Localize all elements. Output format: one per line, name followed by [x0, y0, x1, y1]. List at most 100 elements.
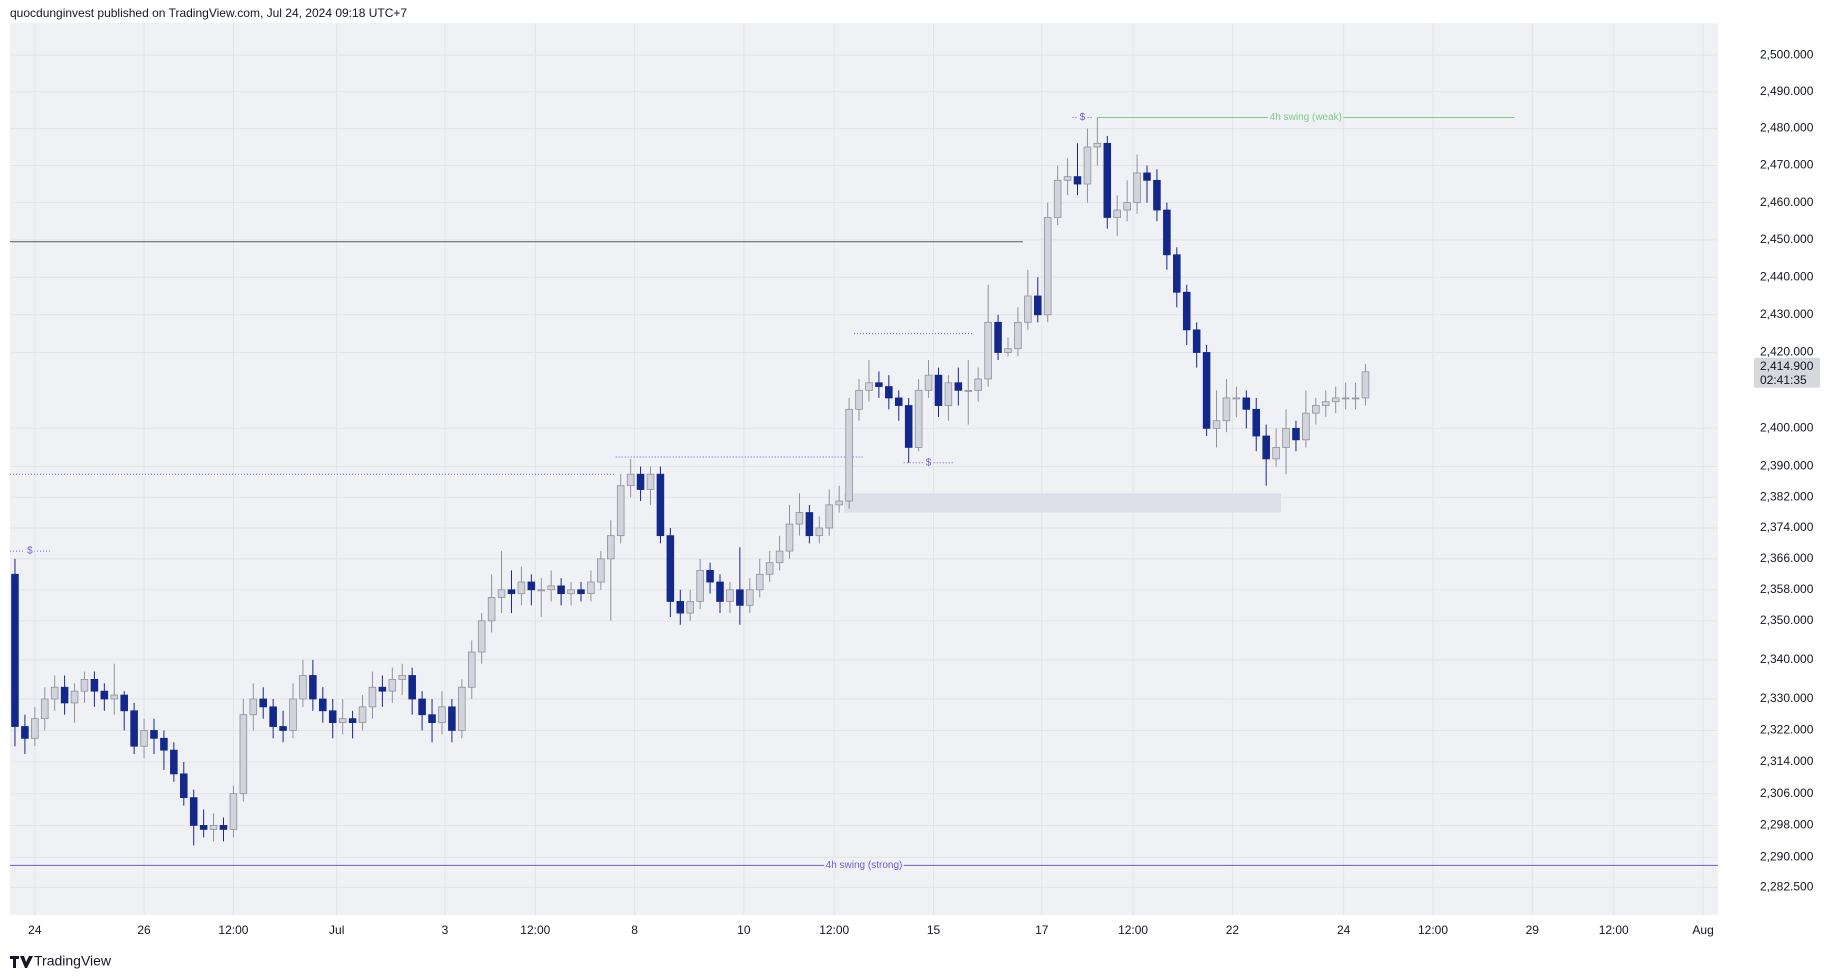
candle-body	[607, 535, 615, 560]
y-tick-label: 2,314.000	[1760, 754, 1814, 768]
candle-body	[1202, 352, 1211, 429]
x-tick-label: 15	[927, 923, 941, 937]
candle-body	[11, 573, 19, 727]
candle-body	[21, 726, 29, 739]
y-tick-label: 2,500.000	[1760, 47, 1814, 61]
candle-body	[736, 589, 744, 606]
candle-body	[1302, 412, 1310, 441]
candle-body	[418, 698, 426, 716]
candle-body	[398, 675, 407, 680]
y-tick-label: 2,400.000	[1760, 421, 1814, 435]
candle-body	[716, 581, 724, 602]
y-tick-label: 2,420.000	[1760, 345, 1814, 359]
candle-body	[189, 797, 198, 826]
header: quocdunginvest published on TradingView.…	[10, 6, 407, 20]
candle-body	[755, 573, 764, 591]
candle-body	[497, 589, 506, 598]
x-tick-label: 24	[1337, 923, 1351, 937]
level-label: 4h swing (strong)	[826, 860, 903, 871]
candle-body	[676, 601, 685, 614]
y-tick-label: 2,390.000	[1760, 459, 1814, 473]
candle-body	[885, 386, 893, 399]
candle-body	[458, 686, 466, 731]
candle-body	[1361, 371, 1370, 399]
x-tick-label: 26	[137, 923, 151, 937]
candle-body	[785, 523, 794, 552]
candle-body	[587, 581, 595, 595]
candle-body	[269, 706, 277, 727]
candle-body	[319, 698, 327, 712]
x-tick-label: 12:00	[1418, 923, 1448, 937]
candle-body	[1331, 397, 1340, 403]
candle-body	[825, 504, 834, 529]
y-tick-label: 2,440.000	[1760, 269, 1814, 283]
y-tick-label: 2,470.000	[1760, 158, 1814, 172]
y-tick-label: 2,374.000	[1760, 520, 1814, 534]
y-tick-label: 2,460.000	[1760, 195, 1814, 209]
candle-body	[467, 651, 476, 688]
candle-body	[140, 730, 148, 747]
x-tick-label: 12:00	[819, 923, 849, 937]
candle-body	[1123, 202, 1131, 211]
candle-body	[160, 737, 168, 751]
y-tick-label: 2,290.000	[1760, 849, 1814, 863]
candle-body	[80, 679, 89, 692]
candle-body	[408, 675, 416, 700]
candle-body	[60, 686, 69, 704]
candle-body	[1312, 405, 1320, 414]
x-tick-label: Jul	[329, 923, 344, 937]
candle-body	[90, 679, 99, 692]
candle-body	[100, 690, 109, 700]
candle-body	[865, 382, 873, 391]
candle-body	[597, 558, 605, 583]
candle-body	[299, 675, 307, 700]
candle-body	[1103, 142, 1112, 218]
candle-body	[477, 620, 486, 653]
x-tick-label: 12:00	[520, 923, 550, 937]
last-price: 2,414.900	[1760, 359, 1814, 373]
candle-body	[428, 714, 436, 723]
candle-body	[696, 570, 704, 602]
candle-body	[130, 710, 138, 747]
candle-body	[1282, 427, 1290, 448]
candle-body	[1053, 179, 1062, 218]
candle-body	[1173, 254, 1181, 293]
candle-body	[934, 374, 943, 406]
candle-body	[1341, 397, 1350, 400]
x-tick-label: 22	[1226, 923, 1240, 937]
candle-body	[636, 473, 645, 490]
candle-body	[338, 718, 347, 723]
y-tick-label: 2,330.000	[1760, 691, 1814, 705]
candle-body	[904, 405, 913, 448]
candle-body	[1262, 435, 1270, 460]
candle-body	[328, 710, 337, 723]
candle-body	[249, 698, 258, 716]
candle-body	[1143, 172, 1151, 181]
candle-body	[507, 589, 516, 595]
level-label: 4h swing (weak)	[1270, 112, 1342, 123]
candle-body	[686, 601, 694, 614]
candle-body	[309, 675, 317, 700]
candle-body	[924, 374, 933, 391]
candle-body	[527, 581, 536, 591]
candle-body	[70, 690, 79, 704]
candle-body	[180, 773, 188, 799]
candle-body	[894, 397, 903, 406]
candle-body	[1024, 295, 1032, 323]
candle-body	[50, 686, 59, 700]
candle-body	[1351, 397, 1360, 400]
candle-body	[1043, 217, 1052, 316]
candle-body	[289, 698, 297, 731]
candle-body	[170, 749, 178, 775]
plot-area	[10, 23, 1718, 915]
candle-body	[388, 679, 397, 692]
candle-body	[358, 706, 367, 723]
candle-body	[259, 698, 267, 708]
candle-body	[110, 694, 119, 700]
candle-body	[1083, 146, 1092, 185]
candle-body	[1232, 397, 1241, 400]
y-tick-label: 2,350.000	[1760, 613, 1814, 627]
candle-body	[279, 726, 287, 731]
